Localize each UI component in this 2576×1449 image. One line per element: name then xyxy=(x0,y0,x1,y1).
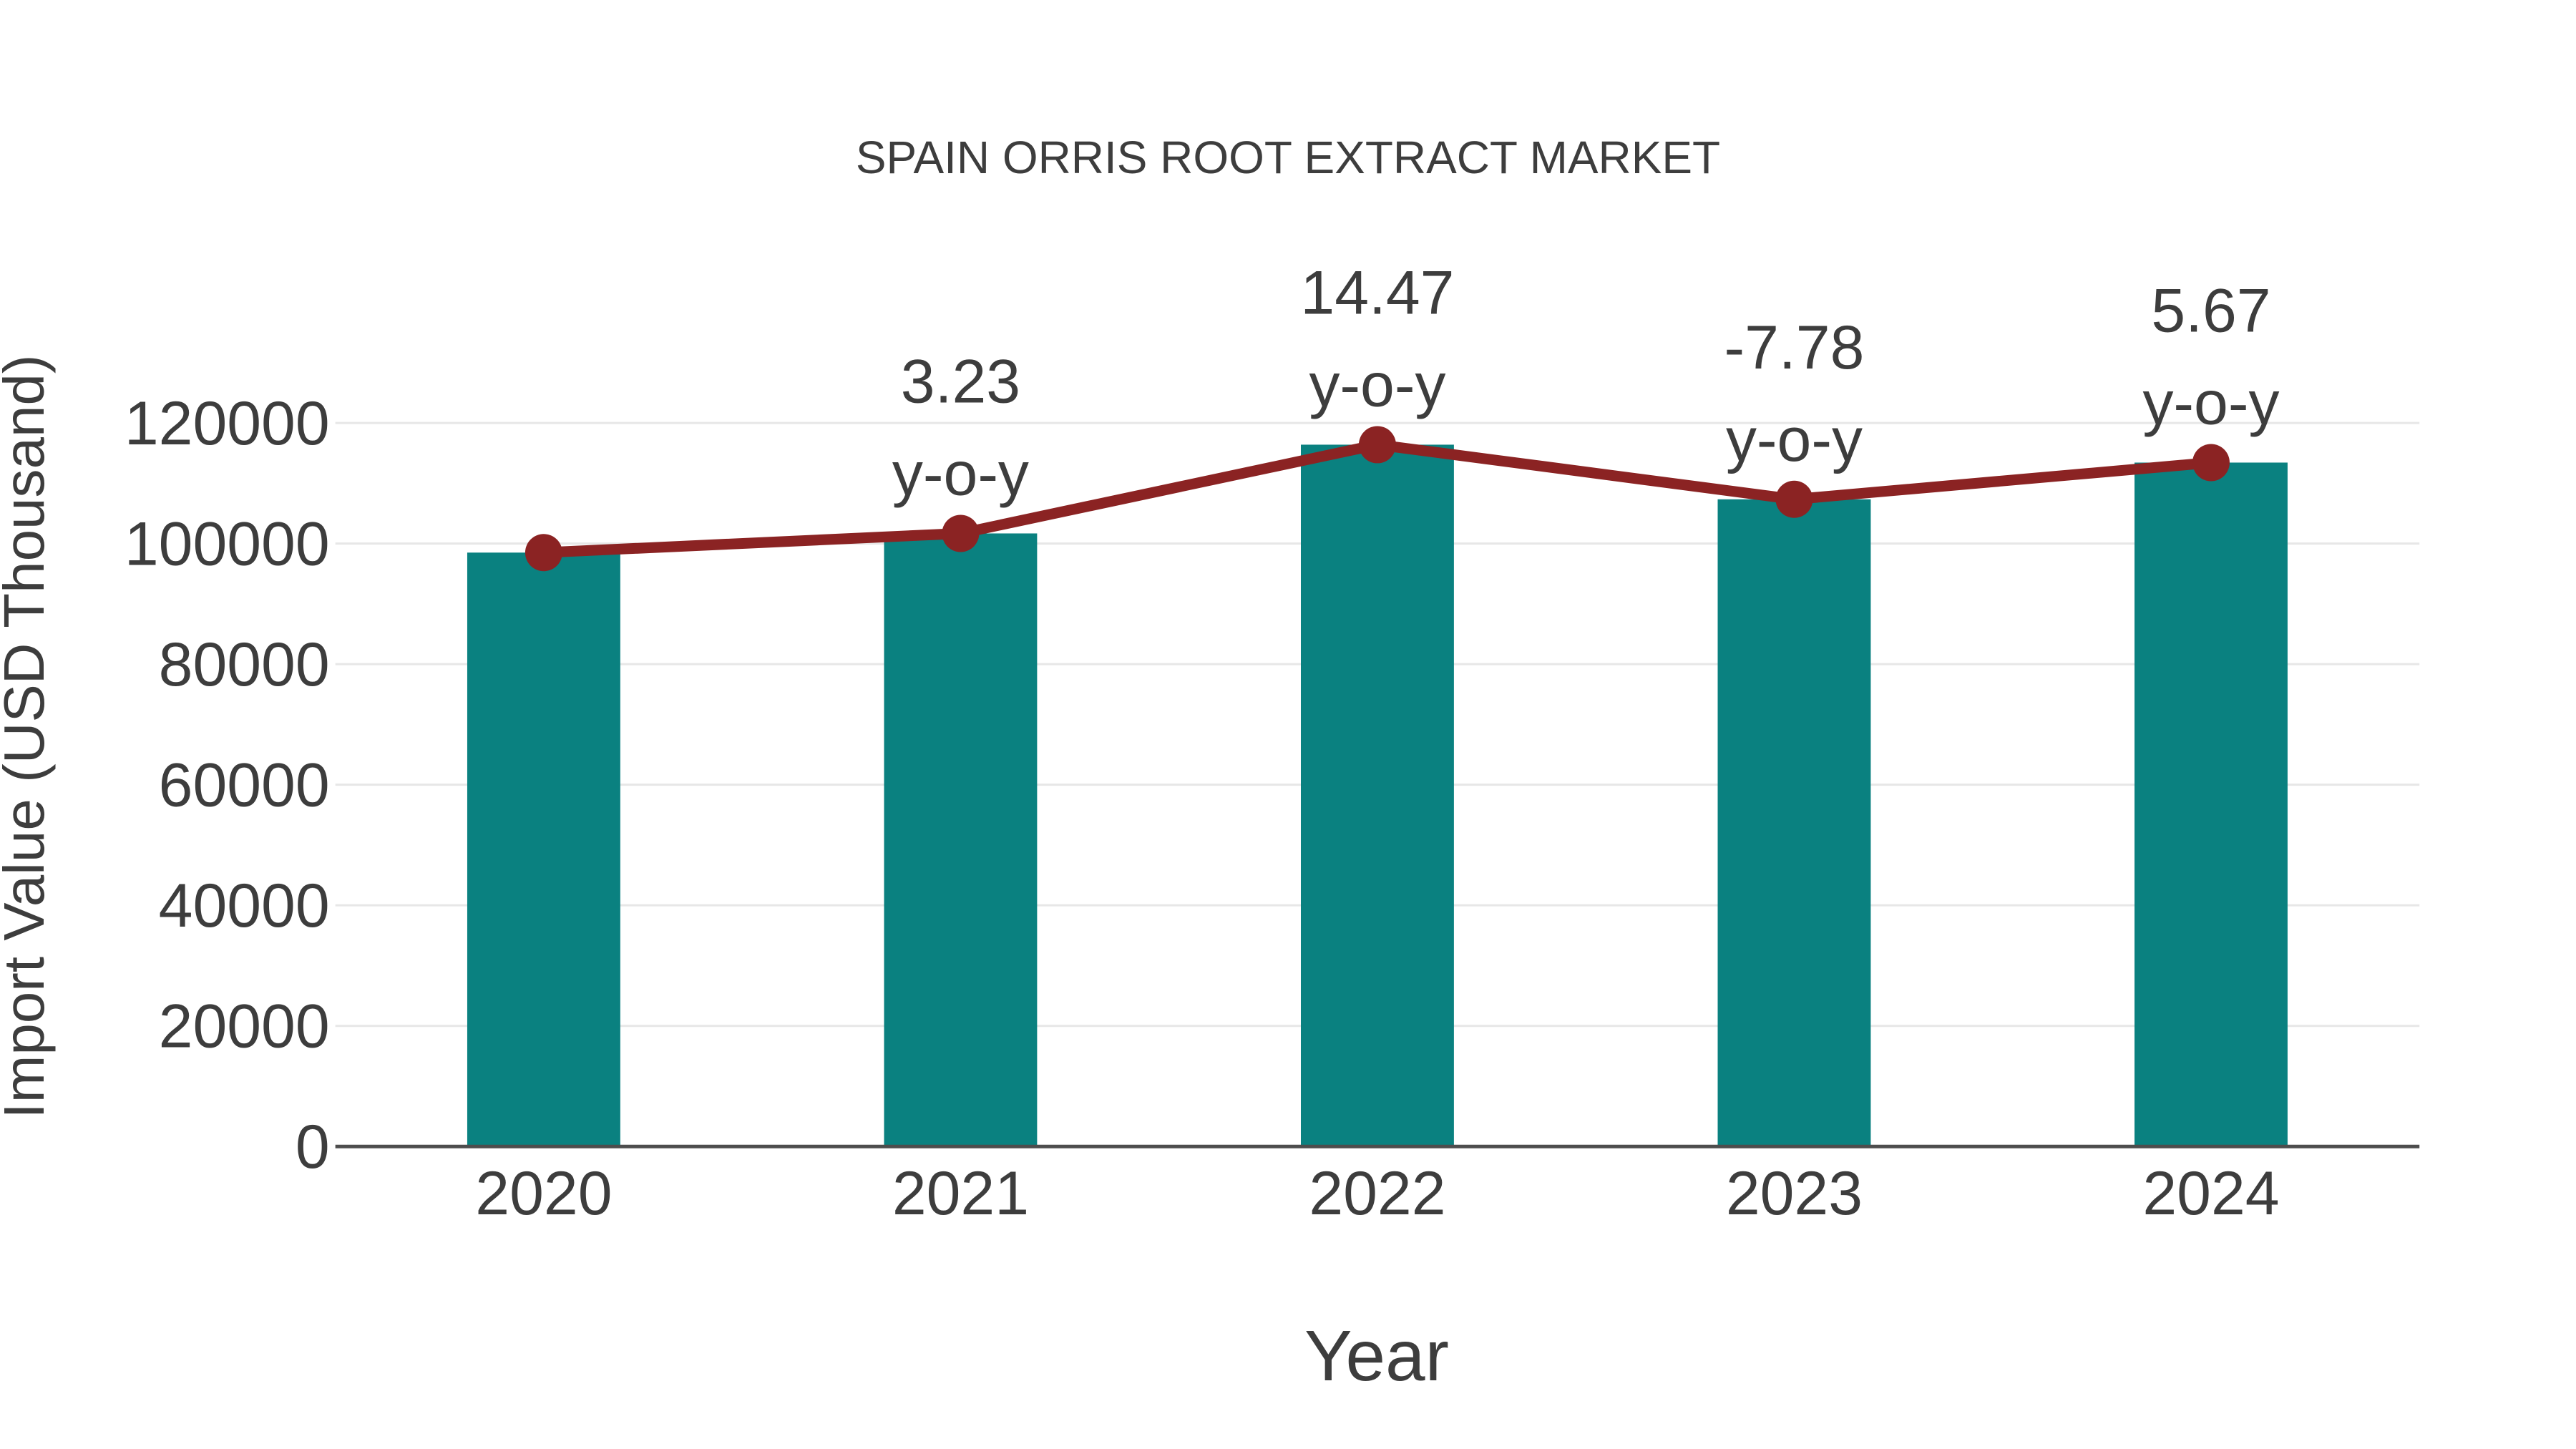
marker-2021 xyxy=(942,514,980,552)
chart-title: SPAIN ORRIS ROOT EXTRACT MARKET xyxy=(856,132,1720,183)
x-axis-title: Year xyxy=(1304,1317,1449,1396)
y-tick-label-60000: 60000 xyxy=(159,751,330,820)
marker-2022 xyxy=(1358,426,1396,464)
y-tick-label-20000: 20000 xyxy=(159,992,330,1061)
x-tick-label-2022: 2022 xyxy=(1309,1159,1445,1228)
bar-2021 xyxy=(884,533,1038,1147)
yoy-value-2024: 5.67 xyxy=(2151,277,2270,346)
bars xyxy=(467,444,2288,1147)
bar-2022 xyxy=(1300,444,1454,1147)
yoy-value-2022: 14.47 xyxy=(1300,259,1454,328)
trend-line xyxy=(525,426,2230,572)
yoy-suffix-2021: y-o-y xyxy=(892,439,1029,508)
y-tick-label-100000: 100000 xyxy=(125,510,330,579)
x-tick-label-2024: 2024 xyxy=(2142,1159,2279,1228)
yoy-suffix-2022: y-o-y xyxy=(1309,351,1445,419)
yoy-annotations: 3.23 y-o-y 14.47 y-o-y -7.78 y-o-y 5.67 y-o-y xyxy=(892,259,2280,509)
bar-2020 xyxy=(467,552,620,1147)
yoy-suffix-2024: y-o-y xyxy=(2142,369,2279,437)
y-axis-title: Import Value (USD Thousand) xyxy=(0,354,56,1118)
x-tick-labels: 2020 2021 2022 2023 2024 xyxy=(475,1159,2279,1228)
bar-2024 xyxy=(2135,462,2288,1147)
marker-2023 xyxy=(1775,480,1813,518)
y-tick-labels: 0 20000 40000 60000 80000 100000 120000 xyxy=(125,389,330,1181)
y-tick-label-120000: 120000 xyxy=(125,389,330,458)
x-tick-label-2023: 2023 xyxy=(1726,1159,1863,1228)
x-tick-label-2021: 2021 xyxy=(892,1159,1029,1228)
yoy-value-2021: 3.23 xyxy=(901,348,1020,416)
y-tick-label-0: 0 xyxy=(296,1113,330,1181)
y-tick-label-40000: 40000 xyxy=(159,872,330,940)
marker-2024 xyxy=(2192,444,2230,482)
marker-2020 xyxy=(525,534,562,572)
bar-2023 xyxy=(1717,499,1871,1147)
yoy-suffix-2023: y-o-y xyxy=(1726,406,1863,474)
x-tick-label-2020: 2020 xyxy=(475,1159,612,1228)
yoy-value-2023: -7.78 xyxy=(1724,313,1865,382)
y-tick-label-80000: 80000 xyxy=(159,630,330,699)
